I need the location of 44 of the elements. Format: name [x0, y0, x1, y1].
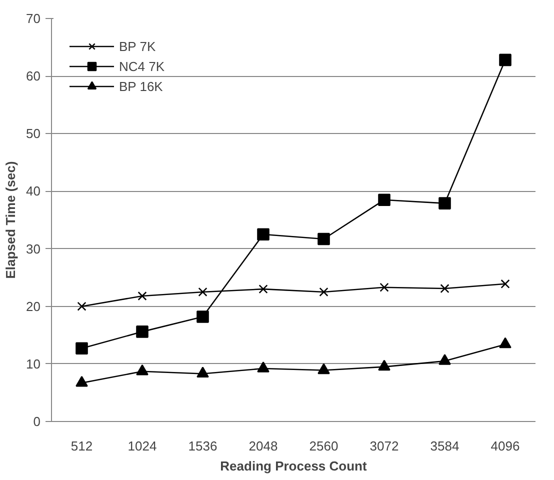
- point: [196, 310, 209, 323]
- legend-label: BP 16K: [119, 78, 163, 94]
- point: [378, 360, 390, 371]
- point: [257, 362, 270, 372]
- point: [136, 364, 148, 376]
- point: [257, 228, 270, 241]
- point: [196, 366, 209, 378]
- y-tick-label: 60: [26, 68, 41, 84]
- y-tick-label: 0: [33, 414, 41, 429]
- point: [198, 287, 208, 297]
- x-tick-label: 3072: [370, 438, 399, 454]
- y-tick-label: 40: [26, 184, 41, 199]
- y-tick-label: 30: [26, 241, 41, 256]
- point: [318, 363, 330, 374]
- point: [136, 326, 148, 338]
- point: [77, 302, 86, 311]
- x-tick-label: 3584: [430, 438, 460, 454]
- point: [76, 342, 88, 355]
- y-axis-title: Elapsed Time (sec): [3, 161, 18, 279]
- x-tick-label: 2048: [248, 438, 278, 454]
- y-tick-label: 20: [26, 298, 41, 314]
- legend-label: NC4 7K: [119, 58, 165, 74]
- x-tick-label: 512: [70, 438, 93, 454]
- point: [380, 282, 389, 292]
- point: [378, 194, 390, 206]
- point: [440, 284, 450, 294]
- point: [500, 279, 510, 288]
- x-tick-label: 1024: [128, 438, 157, 454]
- point: [438, 354, 451, 365]
- x-axis-title: Reading Process Count: [220, 458, 368, 474]
- point: [76, 376, 88, 387]
- y-tick-label: 10: [26, 356, 41, 372]
- point: [318, 232, 330, 246]
- x-tick-label: 2560: [309, 438, 338, 454]
- point: [438, 197, 451, 210]
- point: [258, 284, 268, 294]
- legend-label: BP 7K: [119, 38, 156, 54]
- point: [138, 291, 147, 301]
- y-tick-label: 70: [26, 11, 41, 26]
- point: [319, 287, 328, 297]
- x-tick-label: 4096: [490, 438, 520, 454]
- x-tick-label: 1536: [188, 438, 218, 454]
- y-tick-label: 50: [26, 126, 41, 142]
- point: [499, 337, 512, 348]
